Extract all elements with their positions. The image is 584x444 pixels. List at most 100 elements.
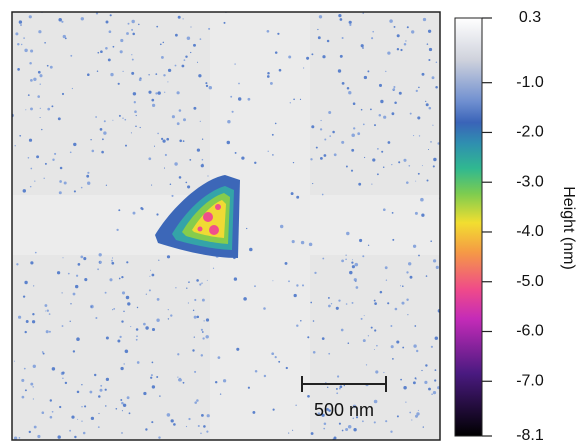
speckle — [314, 271, 317, 275]
speckle — [194, 401, 197, 404]
speckle — [64, 37, 67, 40]
speckle — [111, 259, 113, 262]
speckle — [99, 388, 103, 392]
speckle — [136, 306, 139, 309]
speckle — [17, 68, 20, 71]
speckle — [338, 299, 341, 302]
speckle — [127, 302, 131, 306]
speckle — [422, 17, 427, 22]
speckle — [326, 386, 329, 389]
speckle — [100, 50, 103, 54]
speckle — [415, 378, 417, 380]
speckle — [421, 165, 423, 167]
speckle — [360, 44, 364, 48]
speckle — [413, 344, 417, 348]
speckle — [200, 328, 203, 331]
speckle — [58, 18, 62, 22]
speckle — [151, 327, 156, 332]
speckle — [24, 280, 28, 285]
speckle — [77, 263, 81, 266]
speckle — [69, 320, 71, 322]
speckle — [28, 15, 32, 19]
image-frame — [11, 11, 441, 441]
speckle — [23, 367, 26, 370]
speckle — [338, 13, 342, 18]
speckle — [271, 133, 274, 136]
speckle — [315, 146, 318, 149]
speckle — [345, 165, 348, 168]
speckle — [156, 318, 160, 322]
speckle — [288, 280, 290, 283]
speckle — [392, 238, 395, 241]
speckle — [29, 62, 32, 65]
speckle — [254, 285, 256, 288]
speckle — [328, 352, 331, 355]
speckle — [155, 73, 158, 75]
speckle — [206, 430, 209, 433]
speckle — [291, 240, 295, 244]
speckle — [194, 370, 197, 373]
speckle — [357, 132, 361, 136]
speckle — [412, 244, 417, 248]
speckle — [351, 148, 355, 152]
speckle — [105, 47, 108, 50]
colorbar-tick-label: -7.0 — [516, 372, 544, 389]
speckle — [199, 38, 202, 40]
speckle — [98, 253, 102, 257]
speckle — [421, 213, 425, 217]
speckle — [25, 320, 29, 323]
speckle — [32, 313, 35, 316]
speckle — [98, 395, 101, 398]
speckle — [322, 55, 326, 59]
speckle — [374, 302, 377, 305]
speckle — [292, 429, 294, 431]
speckle — [105, 405, 107, 407]
speckle — [326, 408, 329, 411]
speckle — [288, 55, 292, 59]
speckle — [70, 54, 73, 57]
speckle — [135, 114, 137, 117]
speckle — [351, 261, 354, 264]
speckle — [383, 115, 387, 119]
speckle — [312, 183, 314, 185]
speckle — [162, 41, 165, 44]
speckle — [396, 34, 400, 38]
speckle — [18, 437, 21, 439]
speckle — [312, 350, 316, 354]
speckle — [30, 261, 34, 265]
speckle — [80, 17, 84, 21]
speckle — [205, 84, 209, 88]
speckle — [44, 304, 48, 307]
speckle — [394, 307, 398, 311]
speckle — [41, 128, 43, 131]
speckle — [374, 329, 377, 332]
speckle — [182, 381, 185, 384]
speckle — [408, 164, 411, 167]
speckle — [59, 405, 62, 409]
colorbar-tick-label: -3.0 — [516, 173, 544, 190]
speckle — [101, 150, 104, 154]
speckle — [425, 103, 429, 107]
speckle — [249, 247, 253, 252]
speckle — [186, 287, 188, 289]
speckle — [71, 87, 74, 90]
speckle — [193, 315, 197, 319]
speckle — [243, 297, 247, 301]
speckle — [116, 228, 119, 232]
speckle — [125, 295, 130, 300]
speckle — [149, 269, 152, 271]
speckle — [67, 272, 70, 275]
speckle — [317, 412, 321, 416]
speckle — [269, 81, 273, 85]
speckle — [156, 376, 159, 378]
speckle — [61, 292, 63, 294]
speckle — [58, 191, 62, 195]
speckle — [167, 81, 169, 83]
speckle — [351, 265, 355, 269]
speckle — [343, 384, 346, 387]
speckle — [145, 293, 147, 295]
speckle — [385, 70, 387, 73]
speckle — [432, 165, 435, 168]
speckle — [178, 377, 182, 381]
speckle — [311, 53, 314, 56]
